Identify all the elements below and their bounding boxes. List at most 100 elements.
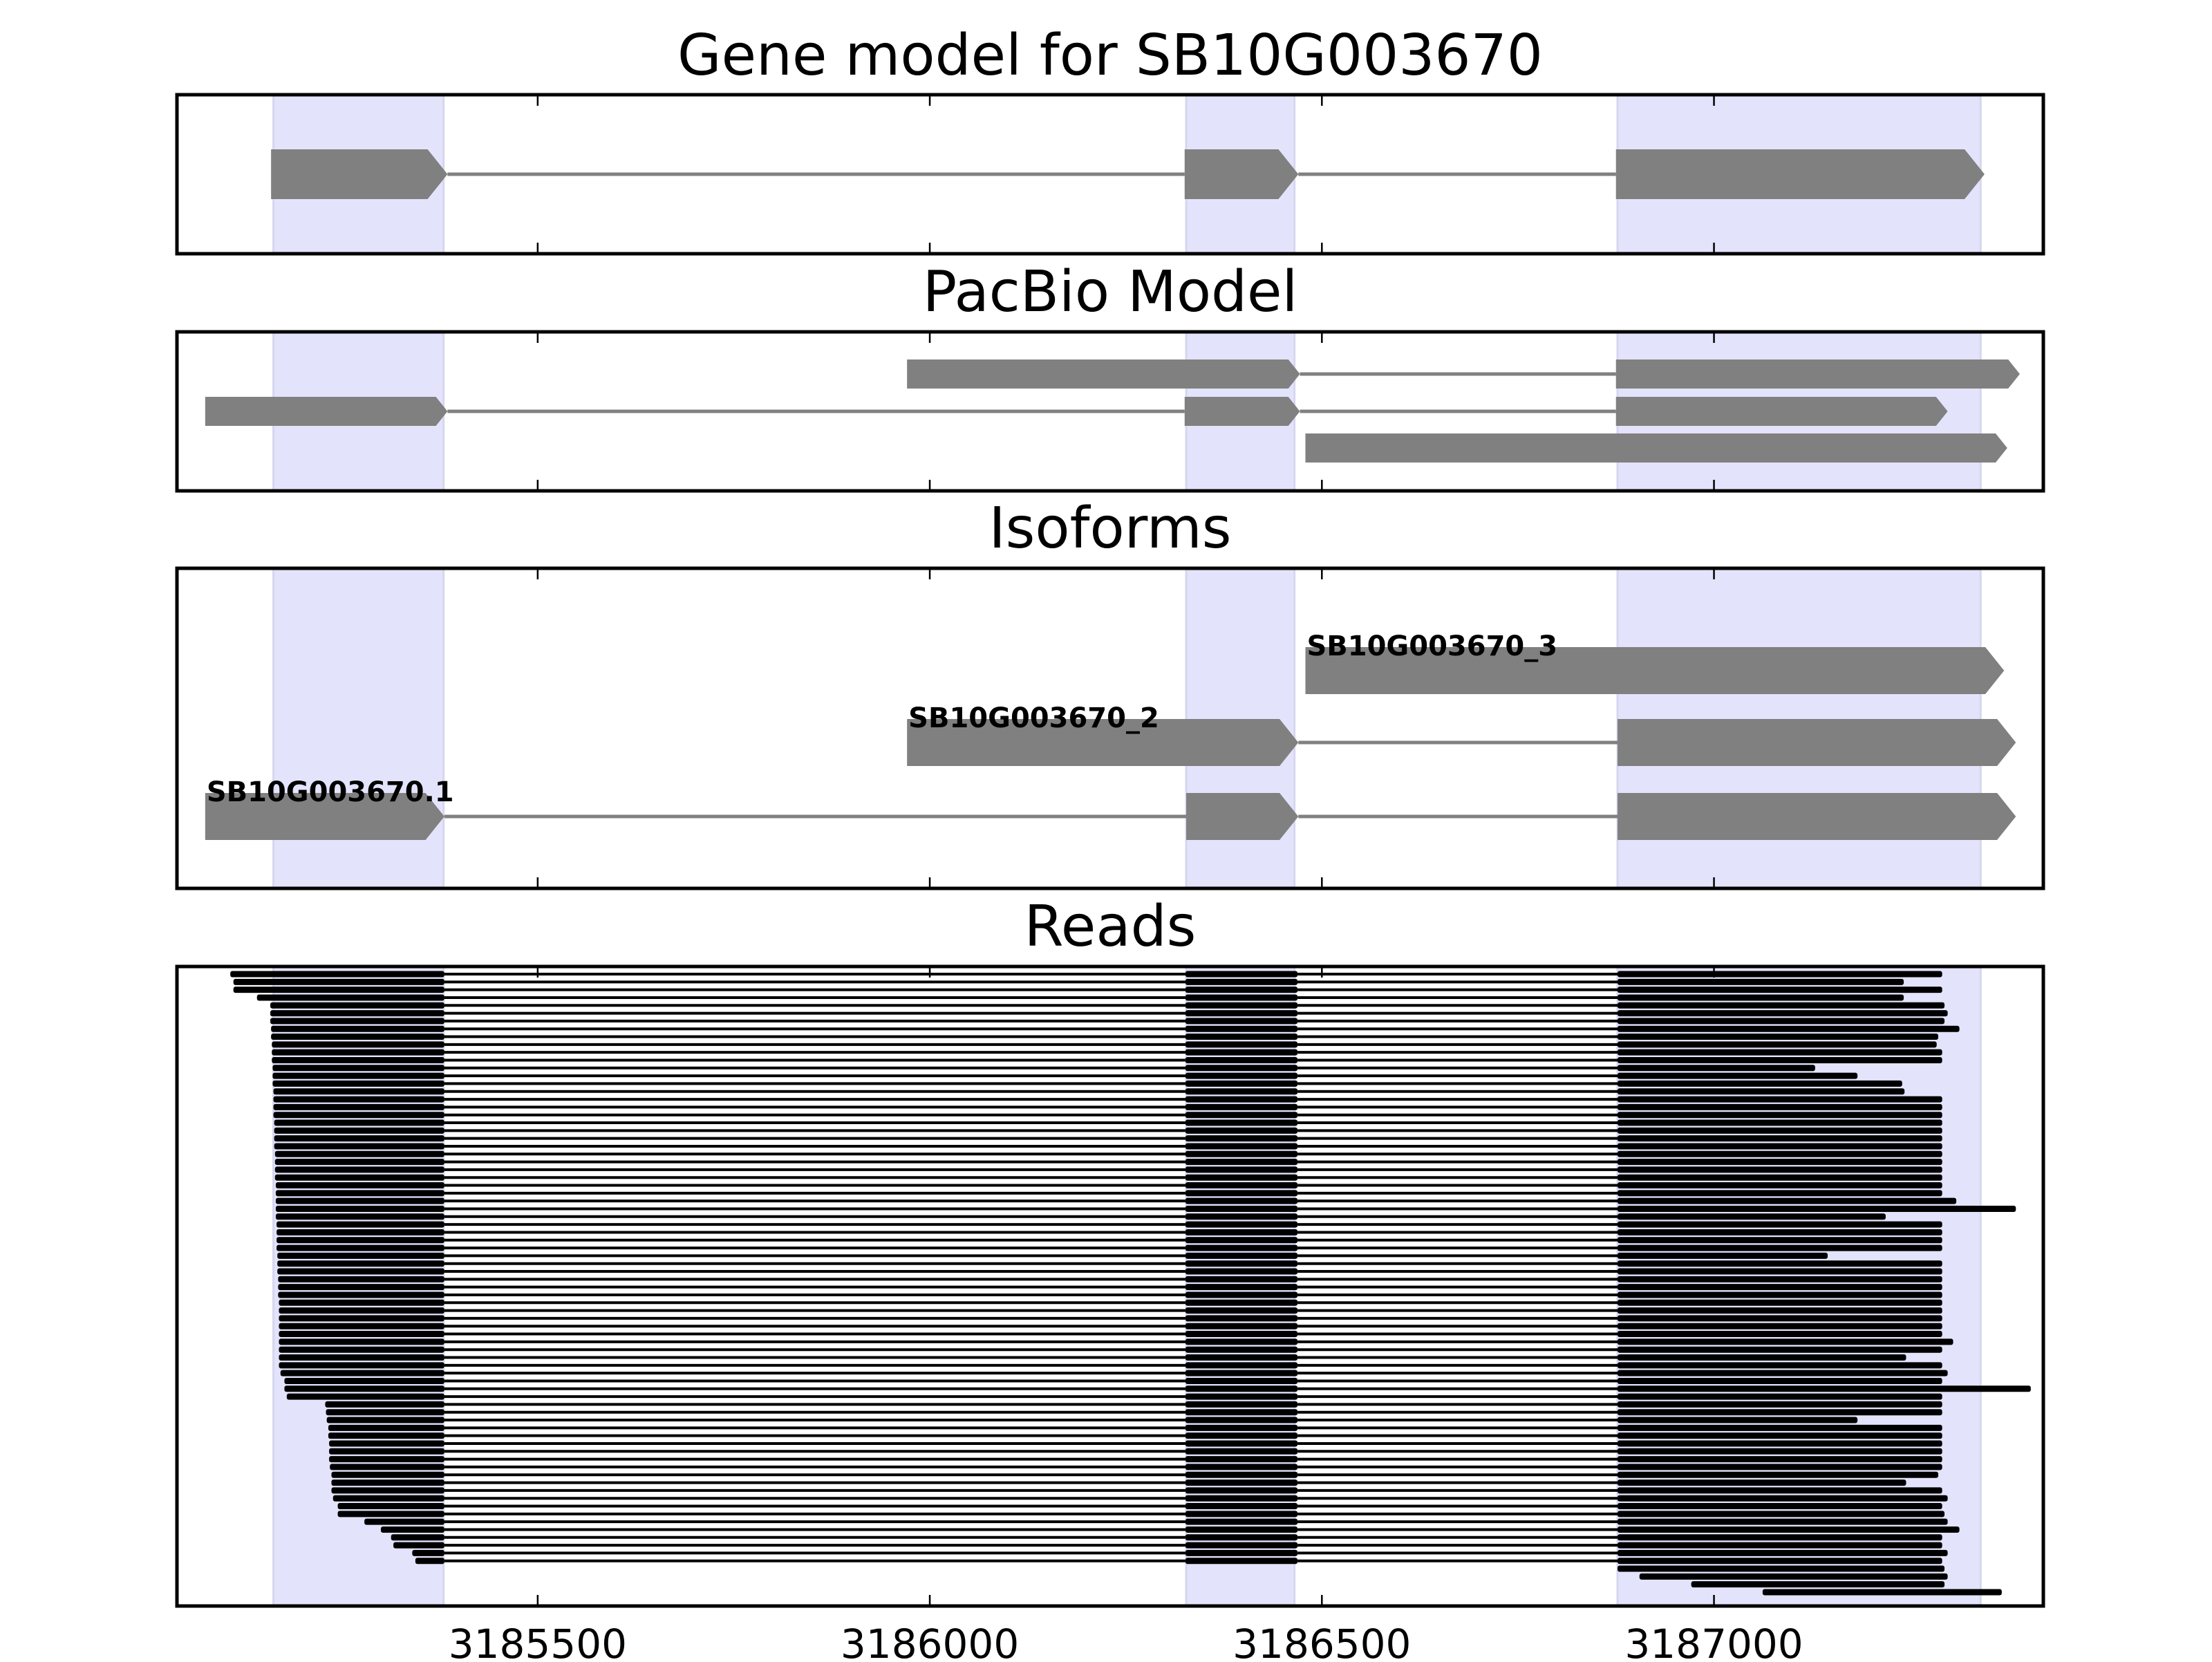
read-block bbox=[278, 1284, 444, 1291]
read-block bbox=[1185, 1010, 1298, 1017]
read-block bbox=[1185, 1464, 1298, 1470]
read-block bbox=[1617, 1096, 1942, 1103]
read-block bbox=[1185, 1385, 1298, 1392]
read-block bbox=[1617, 978, 1904, 985]
read-block bbox=[1185, 1112, 1298, 1119]
read-block bbox=[1185, 1065, 1298, 1072]
read-block bbox=[273, 1112, 444, 1119]
read bbox=[364, 1518, 1948, 1525]
read-block bbox=[1185, 1487, 1298, 1494]
exon-arrow bbox=[1184, 149, 1299, 199]
exon-arrow bbox=[1186, 793, 1299, 840]
axes-frame bbox=[175, 964, 2045, 1608]
read-block bbox=[279, 1307, 444, 1314]
read bbox=[272, 1080, 1902, 1087]
read-block bbox=[1185, 1432, 1298, 1439]
read-block bbox=[1185, 1182, 1298, 1189]
read-block bbox=[1617, 1448, 1942, 1455]
read-block bbox=[276, 1229, 444, 1235]
read-block bbox=[272, 1072, 444, 1079]
read-block bbox=[329, 1456, 444, 1463]
read-block bbox=[1617, 1393, 1942, 1400]
read-block bbox=[1185, 1119, 1298, 1126]
read bbox=[276, 1244, 1942, 1251]
panel-0 bbox=[175, 93, 2045, 256]
read-block bbox=[1617, 1049, 1942, 1056]
read-block bbox=[274, 1150, 444, 1157]
read bbox=[272, 1041, 1937, 1048]
read-block bbox=[286, 1393, 444, 1400]
read bbox=[274, 1143, 1942, 1150]
read bbox=[277, 1252, 1828, 1259]
read bbox=[271, 1025, 1960, 1032]
read-block bbox=[1185, 1346, 1298, 1353]
read-block bbox=[1617, 1056, 1942, 1063]
read bbox=[272, 1072, 1858, 1079]
read-block bbox=[1617, 1276, 1942, 1282]
read-block bbox=[276, 1237, 444, 1244]
read-block bbox=[1185, 1338, 1298, 1345]
read-block bbox=[1185, 1542, 1298, 1549]
read-block bbox=[1617, 1354, 1906, 1361]
exon-highlight-band bbox=[272, 567, 445, 890]
read-block bbox=[364, 1518, 444, 1525]
read-block bbox=[1185, 1362, 1298, 1369]
read-block bbox=[270, 1002, 444, 1009]
read-block bbox=[1617, 1331, 1942, 1338]
read bbox=[279, 1338, 1953, 1345]
read bbox=[274, 1150, 1942, 1157]
read-block bbox=[279, 1338, 444, 1345]
read-block bbox=[275, 1182, 444, 1189]
read-block bbox=[1185, 1229, 1298, 1235]
read bbox=[279, 1354, 1906, 1361]
axes-frame bbox=[175, 330, 2045, 493]
read-block bbox=[1185, 1456, 1298, 1463]
read bbox=[412, 1549, 1948, 1556]
panel-1 bbox=[175, 330, 2045, 493]
read-block bbox=[1185, 1401, 1298, 1408]
isoform-label: SB10G003670.1 bbox=[207, 776, 454, 808]
read-block bbox=[233, 987, 444, 993]
read-block bbox=[1639, 1573, 1948, 1580]
read-block bbox=[391, 1534, 444, 1541]
read bbox=[270, 1010, 1948, 1017]
read bbox=[272, 1056, 1942, 1063]
read-block bbox=[1617, 1119, 1942, 1126]
read bbox=[233, 978, 1904, 985]
read-block bbox=[337, 1511, 444, 1518]
read-block bbox=[1617, 1565, 1945, 1572]
read-block bbox=[276, 1244, 444, 1251]
x-tick-label: 3185500 bbox=[449, 1621, 627, 1659]
read-block bbox=[1617, 1315, 1942, 1322]
read bbox=[275, 1182, 1942, 1189]
read-block bbox=[277, 1252, 444, 1259]
read-block bbox=[1617, 1034, 1938, 1040]
read-block bbox=[1185, 1260, 1298, 1267]
isoform-label: SB10G003670_3 bbox=[1306, 631, 1557, 662]
read-block bbox=[1617, 1182, 1942, 1189]
read-block bbox=[1617, 1417, 1858, 1423]
read bbox=[272, 1049, 1942, 1056]
read-block bbox=[1185, 1549, 1298, 1556]
read-block bbox=[1185, 1448, 1298, 1455]
read-block bbox=[1617, 1385, 2031, 1392]
read-block bbox=[1762, 1589, 2002, 1596]
read-block bbox=[1185, 1205, 1298, 1212]
read-block bbox=[1617, 1072, 1858, 1079]
read-block bbox=[272, 1041, 444, 1048]
read bbox=[337, 1511, 1945, 1518]
read-block bbox=[1617, 1487, 1942, 1494]
read-block bbox=[380, 1526, 444, 1533]
exon-arrow bbox=[1305, 647, 2005, 694]
read-block bbox=[330, 1464, 444, 1470]
read-block bbox=[1617, 1229, 1942, 1235]
read-block bbox=[332, 1495, 444, 1502]
read bbox=[326, 1417, 1858, 1423]
read-block bbox=[331, 1471, 444, 1478]
read bbox=[279, 1346, 1942, 1353]
read-block bbox=[1617, 1159, 1942, 1166]
read bbox=[273, 1088, 1905, 1095]
read bbox=[329, 1456, 1942, 1463]
read-block bbox=[1617, 1002, 1945, 1009]
exon-arrow bbox=[1615, 397, 1948, 426]
